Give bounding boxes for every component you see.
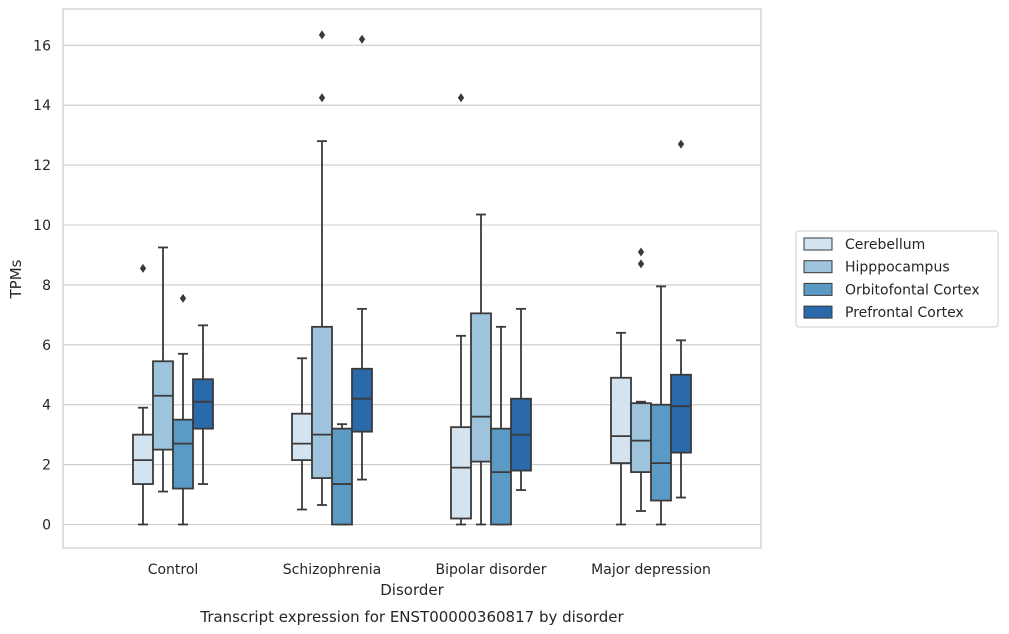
legend-swatch <box>803 305 833 319</box>
box-hipppocampus-3 <box>630 247 652 512</box>
x-tick-label: Schizophrenia <box>283 562 381 578</box>
outlier-point <box>358 34 366 44</box>
box-iqr <box>450 426 472 520</box>
box-iqr <box>291 412 313 462</box>
box-iqr <box>172 418 194 490</box>
y-tick-label: 0 <box>42 518 51 534</box>
box-iqr <box>610 376 632 465</box>
y-tick-labels: 0 2 4 6 8 10 12 14 16 <box>33 38 51 533</box>
y-tick-label: 2 <box>42 458 51 474</box>
box-iqr <box>490 427 512 526</box>
box-hipppocampus-0 <box>152 246 174 493</box>
outlier-point <box>677 139 685 149</box>
box-prefrontal-cortex-3 <box>670 139 692 499</box>
chart-caption: Transcript expression for ENST0000036081… <box>199 608 624 626</box>
legend-entry: Prefrontal Cortex <box>803 305 964 321</box>
y-tick-label: 6 <box>42 338 51 354</box>
box-iqr <box>331 427 353 526</box>
box-prefrontal-cortex-0 <box>192 324 214 485</box>
y-tick-label: 10 <box>33 218 51 234</box>
legend-swatch <box>803 237 833 251</box>
outlier-point <box>457 93 465 103</box>
legend: Cerebellum Hipppocampus Orbitofontal Corte… <box>795 230 999 328</box>
x-tick-label: Bipolar disorder <box>435 562 546 578</box>
box-iqr <box>670 373 692 454</box>
box-orbitofontal-cortex-2 <box>490 325 512 526</box>
box-cerebellum-1 <box>291 357 313 511</box>
legend-frame <box>795 230 999 328</box>
legend-label: Cerebellum <box>845 237 925 253</box>
box-hipppocampus-1 <box>311 30 333 506</box>
y-axis-label: TPMs <box>7 259 25 299</box>
legend-label: Orbitofontal Cortex <box>845 282 980 298</box>
legend-swatch <box>803 260 833 274</box>
y-tick-label: 14 <box>33 98 51 114</box>
x-tick-label: Major depression <box>591 562 711 578</box>
legend-entry: Orbitofontal Cortex <box>803 282 980 298</box>
legend-entry: Cerebellum <box>803 237 925 253</box>
outlier-point <box>179 293 187 303</box>
legend-swatch <box>803 282 833 296</box>
box-prefrontal-cortex-1 <box>351 34 373 481</box>
box-orbitofontal-cortex-3 <box>650 285 672 526</box>
y-tick-label: 8 <box>42 278 51 294</box>
box-prefrontal-cortex-2 <box>510 307 532 491</box>
x-tick-labels: Control Schizophrenia Bipolar disorder Majo… <box>148 562 711 578</box>
legend-entry: Hipppocampus <box>803 260 950 276</box>
plot-frame <box>62 8 762 549</box>
x-axis-label: Disorder <box>380 581 444 599</box>
box-iqr <box>351 367 373 433</box>
box-cerebellum-0 <box>132 263 154 526</box>
outlier-point <box>318 93 326 103</box>
x-tick-label: Control <box>148 562 199 578</box>
boxes <box>132 30 692 526</box>
y-tick-label: 16 <box>33 38 51 54</box>
y-tick-label: 12 <box>33 158 51 174</box>
box-cerebellum-3 <box>610 331 632 526</box>
box-iqr <box>152 360 174 451</box>
legend-label: Hipppocampus <box>845 260 950 276</box>
box-hipppocampus-2 <box>470 213 492 526</box>
outlier-point <box>637 259 645 269</box>
box-iqr <box>650 403 672 502</box>
box-orbitofontal-cortex-0 <box>172 293 194 526</box>
box-orbitofontal-cortex-1 <box>331 423 353 526</box>
y-tick-label: 4 <box>42 398 51 414</box>
box-iqr <box>192 378 214 430</box>
box-cerebellum-2 <box>450 93 472 526</box>
outlier-point <box>637 247 645 257</box>
outlier-point <box>318 30 326 40</box>
outlier-point <box>139 263 147 273</box>
box-iqr <box>630 402 652 473</box>
legend-label: Prefrontal Cortex <box>845 305 964 321</box>
box-iqr <box>311 325 333 479</box>
box-iqr <box>470 312 492 463</box>
